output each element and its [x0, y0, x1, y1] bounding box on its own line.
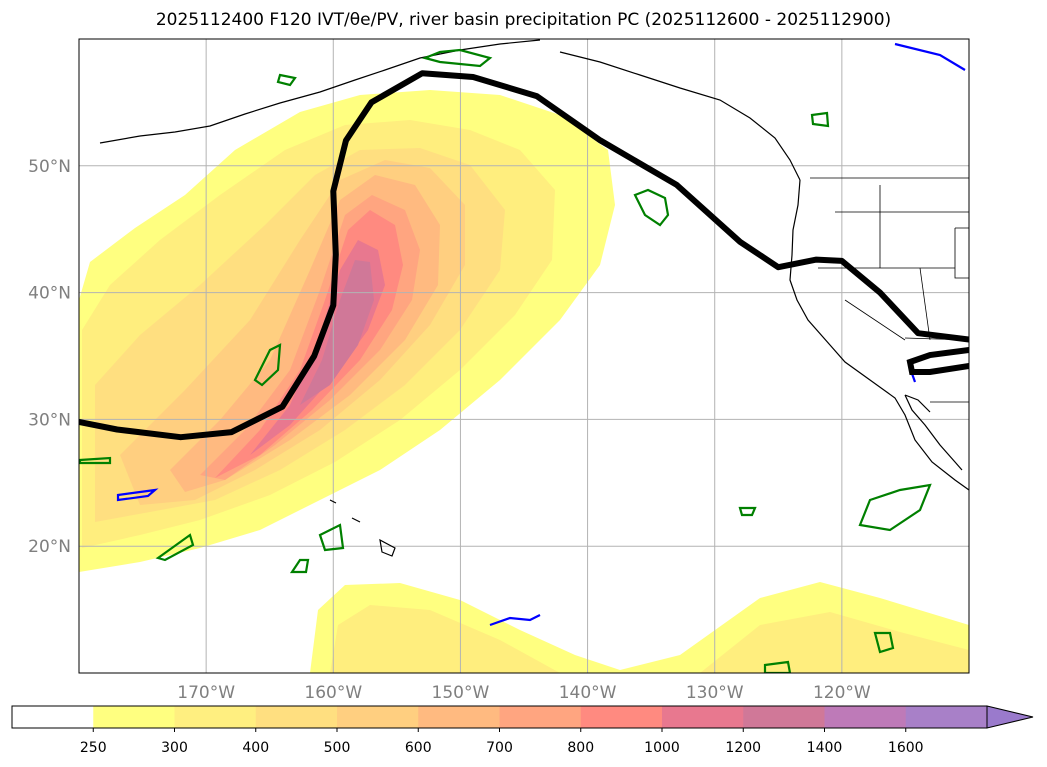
- hawaii-islands: [329, 499, 396, 557]
- pv-contour-line: [79, 70, 969, 441]
- colorbar-segment: [824, 706, 907, 728]
- y-tick-label: 20°N: [28, 537, 71, 557]
- colorbar-segment: [418, 706, 500, 728]
- colorbar-segment: [499, 706, 582, 728]
- colorbar-tick-label: 300: [161, 740, 188, 756]
- coastlines: [99, 39, 969, 557]
- ivt-band-south-300: [330, 605, 969, 673]
- na-west-coast: [789, 179, 969, 491]
- colorbar-tick-label: 250: [80, 740, 107, 756]
- ivt-band-1200: [300, 260, 374, 405]
- colorbar-segment: [662, 706, 744, 728]
- x-tick-label: 140°W: [559, 683, 617, 703]
- baja-peninsula: [904, 394, 963, 471]
- colorbar-tick-label: 600: [405, 740, 432, 756]
- colorbar-segment: [743, 706, 825, 728]
- colorbar-segment: [255, 706, 338, 728]
- y-tick-labels: 50°N 40°N 30°N 20°N: [28, 157, 71, 557]
- colorbar-segment: [905, 706, 988, 728]
- colorbar-tick-label: 800: [567, 740, 594, 756]
- x-tick-label: 150°W: [432, 683, 490, 703]
- precip-contours: [79, 42, 966, 673]
- colorbar: 250 300 400 500 600 700 800 1000 1200 1400 1600: [11, 705, 1034, 756]
- colorbar-tick-label: 1400: [807, 740, 843, 756]
- colorbar-tick-label: 1200: [725, 740, 761, 756]
- colorbar-segment: [12, 706, 94, 728]
- graticule: [79, 39, 969, 673]
- colorbar-extend-arrow: [986, 705, 1034, 729]
- chart-title: 2025112400 F120 IVT/θe/PV, river basin p…: [155, 10, 892, 30]
- y-tick-label: 40°N: [28, 284, 71, 304]
- colorbar-tick-label: 500: [324, 740, 351, 756]
- colorbar-tick-label: 1600: [888, 740, 924, 756]
- precip-contour-green: [79, 48, 932, 673]
- colorbar-tick-label: 700: [486, 740, 513, 756]
- x-tick-label: 170°W: [177, 683, 235, 703]
- pv-contour-line-south: [906, 347, 969, 375]
- y-tick-label: 50°N: [28, 157, 71, 177]
- precip-contour-blue: [116, 42, 966, 627]
- colorbar-tick-label: 400: [242, 740, 269, 756]
- colorbar-segment: [337, 706, 419, 728]
- x-tick-label: 130°W: [686, 683, 744, 703]
- ivt-field: [79, 90, 969, 673]
- colorbar-segment: [580, 706, 663, 728]
- colorbar-segment: [93, 706, 175, 728]
- colorbar-segment: [174, 706, 257, 728]
- map-plot: [79, 39, 969, 673]
- y-tick-label: 30°N: [28, 410, 71, 430]
- colorbar-tick-label: 1000: [644, 740, 680, 756]
- us-states: [810, 177, 969, 403]
- x-tick-label: 120°W: [813, 683, 871, 703]
- map-frame: [78, 38, 970, 674]
- x-tick-label: 160°W: [304, 683, 362, 703]
- x-tick-labels: 170°W 160°W 150°W 140°W 130°W 120°W: [177, 683, 871, 703]
